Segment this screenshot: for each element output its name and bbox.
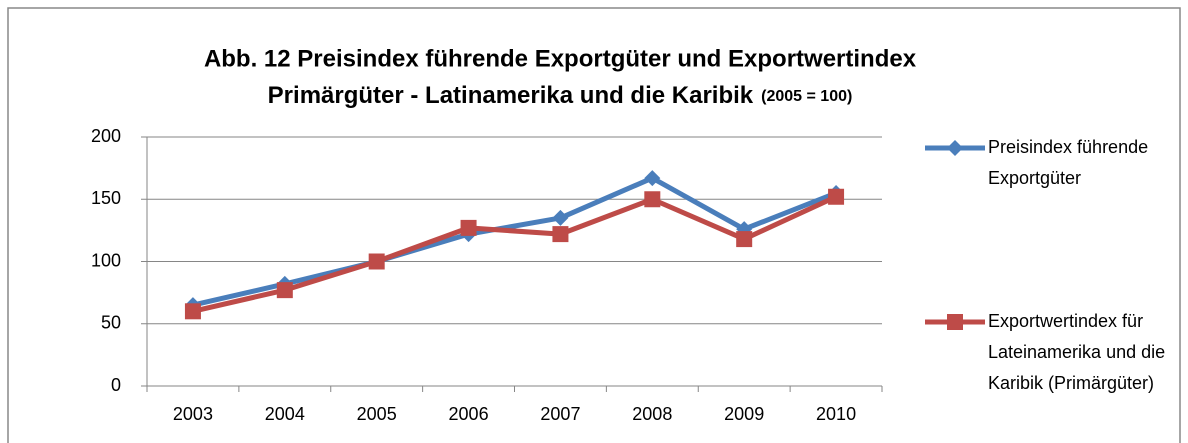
marker (644, 191, 661, 208)
legend-entry: Exportwertindex für Lateinamerika und di… (988, 311, 1166, 393)
marker (368, 253, 385, 270)
y-tick-label: 150 (91, 188, 121, 208)
marker (276, 282, 293, 299)
chart-frame (7, 7, 1181, 443)
y-tick-label: 200 (91, 126, 121, 146)
series-line (192, 194, 838, 314)
chart-title: Primärgüter - Latinamerika und die Karib… (268, 82, 754, 109)
y-tick-label: 50 (101, 313, 121, 333)
marker (184, 303, 201, 320)
y-tick-label: 0 (111, 375, 121, 395)
marker (552, 209, 569, 226)
chart-title: Abb. 12 Preisindex führende Exportgüter … (204, 45, 917, 72)
x-tick-label: 2007 (540, 404, 580, 424)
marker (736, 231, 753, 248)
chart-subtitle: (2005 = 100) (761, 88, 852, 105)
x-tick-label: 2005 (357, 404, 397, 424)
series-line (192, 175, 837, 308)
y-tick-label: 100 (91, 250, 121, 270)
series (184, 188, 845, 320)
legend-entry: Preisindex führende Exportgüter (988, 137, 1149, 188)
x-tick-label: 2003 (173, 404, 213, 424)
legend-label: Exportwertindex für Lateinamerika und di… (988, 311, 1166, 393)
chart-title-line: Primärgüter - Latinamerika und die Karib… (268, 82, 853, 109)
marker (552, 226, 569, 243)
x-tick-label: 2010 (816, 404, 856, 424)
marker (828, 188, 845, 205)
marker (460, 219, 477, 236)
x-tick-label: 2009 (724, 404, 764, 424)
legend-label: Preisindex führende Exportgüter (988, 137, 1149, 188)
x-tick-label: 2006 (449, 404, 489, 424)
x-tick-label: 2004 (265, 404, 305, 424)
legend-marker (947, 314, 963, 330)
x-tick-label: 2008 (632, 404, 672, 424)
marker (644, 170, 661, 187)
legend-marker (947, 140, 963, 156)
